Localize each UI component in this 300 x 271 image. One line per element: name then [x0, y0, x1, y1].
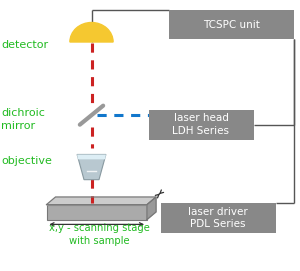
Text: x,y - scanning stage
with sample: x,y - scanning stage with sample [49, 223, 150, 246]
FancyBboxPatch shape [160, 203, 276, 233]
Text: laser head
LDH Series: laser head LDH Series [172, 114, 230, 136]
Text: objective: objective [2, 156, 52, 166]
Polygon shape [77, 154, 106, 180]
FancyBboxPatch shape [169, 10, 294, 39]
Polygon shape [147, 197, 156, 220]
Text: dichroic
mirror: dichroic mirror [2, 108, 45, 131]
Polygon shape [46, 197, 156, 205]
Text: detector: detector [2, 40, 49, 50]
Polygon shape [77, 154, 106, 159]
Text: laser driver
PDL Series: laser driver PDL Series [188, 207, 248, 229]
FancyBboxPatch shape [46, 205, 147, 220]
Text: TCSPC unit: TCSPC unit [203, 20, 260, 30]
FancyBboxPatch shape [148, 110, 254, 140]
Wedge shape [70, 22, 113, 42]
